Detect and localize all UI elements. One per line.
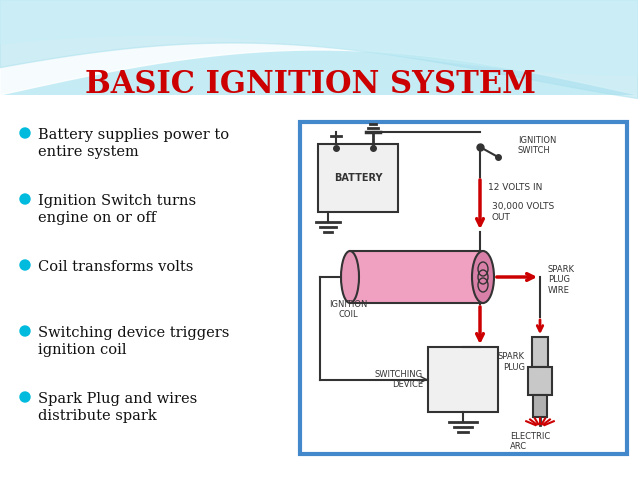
- Circle shape: [20, 392, 30, 402]
- Text: SPARK
PLUG: SPARK PLUG: [498, 352, 525, 372]
- Text: 12 VOLTS IN: 12 VOLTS IN: [488, 182, 542, 192]
- Circle shape: [20, 128, 30, 138]
- Text: Battery supplies power to
entire system: Battery supplies power to entire system: [38, 128, 229, 160]
- Text: 30,000 VOLTS
OUT: 30,000 VOLTS OUT: [492, 202, 554, 222]
- Bar: [318, 144, 398, 212]
- Text: BATTERY: BATTERY: [334, 173, 382, 183]
- Text: Ignition Switch turns
engine on or off: Ignition Switch turns engine on or off: [38, 194, 196, 225]
- Text: SPARK
PLUG
WIRE: SPARK PLUG WIRE: [548, 265, 575, 295]
- Circle shape: [20, 194, 30, 204]
- Bar: [528, 367, 552, 395]
- Text: IGNITION
SWITCH: IGNITION SWITCH: [518, 136, 556, 155]
- Text: Spark Plug and wires
distribute spark: Spark Plug and wires distribute spark: [38, 392, 197, 423]
- Text: SWITCHING
DEVICE: SWITCHING DEVICE: [375, 370, 423, 389]
- Bar: [0, 0, 638, 95]
- Bar: [532, 337, 548, 367]
- Text: ELECTRIC
ARC: ELECTRIC ARC: [510, 432, 550, 451]
- Circle shape: [20, 260, 30, 270]
- Bar: [428, 347, 498, 412]
- Bar: [350, 251, 483, 303]
- Bar: [300, 122, 627, 454]
- Circle shape: [20, 326, 30, 336]
- Text: IGNITION
COIL: IGNITION COIL: [329, 300, 367, 319]
- Bar: [533, 395, 547, 417]
- Ellipse shape: [341, 251, 359, 303]
- Text: Coil transforms volts: Coil transforms volts: [38, 260, 193, 274]
- Text: Switching device triggers
ignition coil: Switching device triggers ignition coil: [38, 326, 230, 357]
- Text: BASIC IGNITION SYSTEM: BASIC IGNITION SYSTEM: [85, 69, 535, 100]
- Ellipse shape: [472, 251, 494, 303]
